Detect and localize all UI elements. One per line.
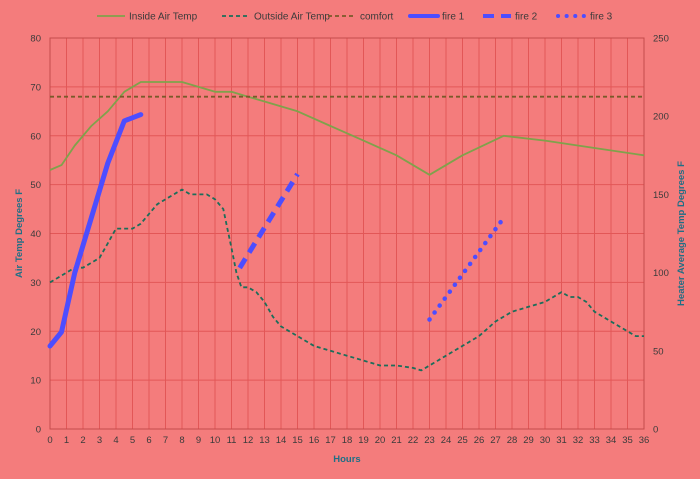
y-tick-label: 20: [30, 327, 41, 338]
series-line-outside-air-temp: [49, 188, 644, 372]
x-tick-label: 30: [540, 435, 551, 446]
x-tick-label: 19: [358, 435, 369, 446]
x-tick-label: 27: [490, 435, 501, 446]
x-tick-label: 0: [47, 435, 52, 446]
x-tick-label: 17: [325, 435, 336, 446]
series-line-inside-air-temp: [49, 81, 645, 176]
x-tick-label: 32: [573, 435, 584, 446]
x-tick-label: 4: [113, 435, 118, 446]
legend-label: comfort: [360, 12, 394, 23]
legend-label: fire 1: [442, 12, 465, 23]
x-tick-label: 26: [474, 435, 485, 446]
y-tick-label: 30: [30, 278, 41, 289]
x-tick-label: 22: [408, 435, 419, 446]
y2-tick-label: 150: [653, 190, 669, 201]
y-tick-label: 40: [30, 229, 41, 240]
x-tick-label: 8: [179, 435, 184, 446]
y2-axis-title: Heater Average Temp Degrees F: [676, 161, 687, 306]
x-tick-label: 3: [97, 435, 102, 446]
x-tick-label: 5: [130, 435, 135, 446]
series-line-fire-2: [237, 172, 300, 270]
y-tick-label: 70: [30, 82, 41, 93]
x-tick-label: 15: [292, 435, 303, 446]
legend-label: fire 2: [515, 12, 538, 23]
x-tick-label: 11: [227, 435, 237, 446]
x-tick-label: 35: [622, 435, 633, 446]
y-tick-label: 50: [30, 180, 41, 191]
legend-label: Inside Air Temp: [129, 12, 198, 23]
legend-label: Outside Air Temp: [254, 12, 330, 23]
x-tick-label: 6: [146, 435, 151, 446]
y-axis-title: Air Temp Degrees F: [14, 189, 25, 278]
y-tick-label: 80: [30, 34, 41, 45]
x-tick-label: 18: [342, 435, 353, 446]
series-line-fire-1: [47, 112, 144, 349]
x-tick-label: 34: [606, 435, 617, 446]
y2-tick-label: 50: [653, 346, 664, 357]
x-tick-label: 28: [507, 435, 518, 446]
y-tick-label: 0: [36, 425, 41, 436]
x-tick-label: 1: [64, 435, 69, 446]
x-tick-label: 12: [243, 435, 254, 446]
plot-area: [49, 37, 645, 430]
x-tick-label: 21: [391, 435, 402, 446]
x-tick-label: 23: [424, 435, 435, 446]
x-tick-label: 16: [309, 435, 320, 446]
y2-tick-label: 0: [653, 425, 658, 436]
y2-tick-label: 250: [653, 34, 669, 45]
x-tick-label: 36: [639, 435, 650, 446]
y2-tick-label: 100: [653, 268, 669, 279]
x-tick-label: 20: [375, 435, 386, 446]
x-tick-label: 24: [441, 435, 452, 446]
x-tick-label: 29: [523, 435, 534, 446]
x-tick-label: 33: [589, 435, 600, 446]
y2-tick-label: 200: [653, 112, 669, 123]
x-tick-label: 7: [163, 435, 168, 446]
x-tick-label: 9: [196, 435, 201, 446]
y-tick-label: 10: [30, 376, 41, 387]
x-tick-label: 31: [556, 435, 567, 446]
y-tick-label: 60: [30, 131, 41, 142]
x-axis-title: Hours: [333, 454, 360, 465]
x-tick-label: 2: [80, 435, 85, 446]
x-tick-label: 25: [457, 435, 468, 446]
series-line-fire-3: [427, 215, 506, 322]
x-tick-label: 14: [276, 435, 287, 446]
legend-label: fire 3: [590, 12, 613, 23]
x-tick-label: 10: [210, 435, 221, 446]
x-tick-label: 13: [259, 435, 270, 446]
